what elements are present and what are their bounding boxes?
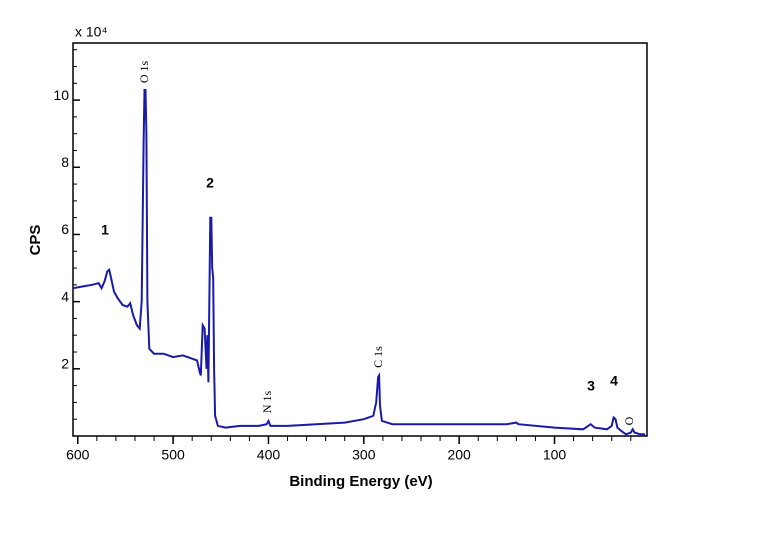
annotation: 1 [101,222,109,238]
annotation: N 1s [260,391,274,414]
x-tick-label: 500 [161,447,185,463]
spectrum-line [72,89,646,436]
x-tick-label: 600 [66,447,90,463]
annotation: C 1s [371,346,385,368]
y-tick-label: 2 [61,356,69,372]
x-axis-title: Binding Energy (eV) [289,473,432,490]
y-tick-label: 6 [61,221,69,237]
x-tick-label: 400 [257,447,281,463]
annotation: 2 [206,175,214,191]
plot-frame [72,42,648,437]
annotation: 4 [610,373,618,389]
x-tick-label: 300 [352,447,376,463]
annotation: O 1s [137,61,151,84]
annotation: 3 [587,378,595,394]
y-tick-label: 10 [53,87,69,103]
annotation: O [622,416,636,425]
y-tick-label: 8 [61,154,69,170]
y-axis-title: CPS [27,225,44,256]
y-multiplier: x 10⁴ [75,24,107,40]
x-tick-label: 200 [447,447,471,463]
x-tick-label: 100 [543,447,567,463]
y-tick-label: 4 [61,288,69,304]
